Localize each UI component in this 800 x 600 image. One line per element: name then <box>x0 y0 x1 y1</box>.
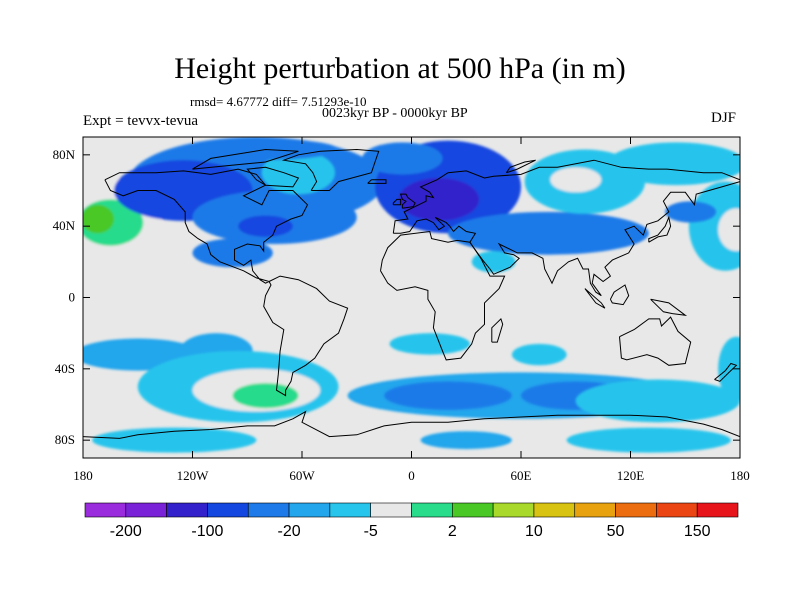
colorbar-box-11 <box>533 502 576 518</box>
field-blob-25 <box>232 383 299 409</box>
colorbar-label: 150 <box>684 523 711 540</box>
field-blob-27 <box>384 381 512 410</box>
period-line: 0023kyr BP - 0000kyr BP <box>322 106 468 121</box>
x-tick-label: 60E <box>511 468 532 483</box>
colorbar-box-14 <box>656 502 698 518</box>
colorbar-label: -20 <box>278 523 301 540</box>
coastline-iceland <box>367 179 387 184</box>
field-blob-13 <box>448 211 649 255</box>
stats-line: rmsd= 4.67772 diff= 7.51293e-10 <box>190 94 367 109</box>
x-tick-label: 180 <box>730 468 750 483</box>
field-blob-9 <box>185 138 339 161</box>
field-blob-33 <box>92 427 257 453</box>
coastline-borneo <box>609 284 630 306</box>
field-blob-12 <box>362 142 443 175</box>
y-tick-label: 80S <box>55 432 75 447</box>
field-blob-16 <box>606 142 740 186</box>
coastline-new-zealand <box>714 362 738 382</box>
colorbar-box-12 <box>574 502 616 518</box>
coastline-madagascar <box>491 317 504 343</box>
coastline-japan <box>648 215 672 243</box>
coastline-antarctica <box>83 410 740 439</box>
coastline-baffin <box>246 166 300 188</box>
season-label: DJF <box>711 110 737 126</box>
x-tick-label: 120E <box>617 468 645 483</box>
x-tick-label: 0 <box>408 468 415 483</box>
colorbar-box-8 <box>411 502 453 518</box>
colorbar-box-6 <box>329 502 371 518</box>
colorbar: -200 -100 -20 -5 2 10 50 150 <box>84 502 739 540</box>
field-blob-8 <box>261 151 335 195</box>
field-blob-20 <box>665 201 717 223</box>
colorbar-box-5 <box>288 502 331 518</box>
field-blob-32 <box>718 336 740 401</box>
colorbar-label: 50 <box>607 523 625 540</box>
colorbar-label: 10 <box>525 523 543 540</box>
colorbar-box-2 <box>166 502 208 518</box>
colorbar-box-3 <box>207 502 249 518</box>
coastline-sumatra <box>584 288 606 309</box>
colorbar-label: 2 <box>448 523 457 540</box>
field-blob-11 <box>398 178 480 221</box>
field-blob-35 <box>420 431 512 450</box>
coastlines <box>83 148 740 439</box>
y-tick-label: 0 <box>69 290 76 305</box>
coastline-britain <box>399 193 416 209</box>
field-blob-34 <box>566 427 731 453</box>
field-blob-2 <box>83 204 115 234</box>
experiment-label: Expt = tevvx-tevua <box>83 113 199 129</box>
colorbar-box-13 <box>615 502 657 518</box>
coastline-novaya-zemlya <box>505 159 536 174</box>
coastline-africa <box>380 230 506 361</box>
field-blob-30 <box>389 333 470 355</box>
colorbar-box-9 <box>452 502 494 518</box>
x-tick-label: 180 <box>73 468 93 483</box>
coastline-north-america <box>104 168 309 284</box>
colorbar-box-4 <box>247 502 290 518</box>
coastline-south-america <box>263 275 349 397</box>
colorbar-label: -100 <box>191 523 223 540</box>
x-tick-label: 60W <box>289 468 315 483</box>
coastline-arctic-islands <box>192 148 299 170</box>
colorbar-box-10 <box>492 502 535 518</box>
field-blob-29 <box>575 379 740 423</box>
x-axis: 180 120W 60W 0 60E 120E 180 <box>73 137 750 483</box>
field-blob-31 <box>511 343 567 366</box>
y-axis: 80N 40N 0 40S 80S <box>53 147 740 447</box>
field-blob-15 <box>550 167 602 193</box>
colorbar-box-15 <box>696 502 739 518</box>
field-blob-19 <box>471 251 516 273</box>
coastline-ireland <box>392 198 402 206</box>
colorbar-label: -200 <box>110 523 142 540</box>
colorbar-label: -5 <box>364 523 378 540</box>
field-blob-6 <box>238 215 293 237</box>
height-field <box>83 137 740 453</box>
colorbar-box-7 <box>370 502 412 518</box>
map-title: Height perturbation at 500 hPa (in m) <box>174 52 626 85</box>
y-tick-label: 40S <box>55 361 75 376</box>
field-blob-7 <box>192 238 273 268</box>
y-tick-label: 40N <box>53 218 76 233</box>
coastline-eurasia <box>392 159 740 297</box>
x-tick-label: 120W <box>177 468 210 483</box>
coastline-greenland <box>281 148 380 191</box>
colorbar-box-1 <box>125 502 167 518</box>
coastline-australia <box>619 316 692 366</box>
field-blob-18 <box>718 208 740 252</box>
colorbar-box-0 <box>84 502 127 518</box>
coastline-new-guinea <box>650 298 688 317</box>
y-tick-label: 80N <box>53 147 76 162</box>
